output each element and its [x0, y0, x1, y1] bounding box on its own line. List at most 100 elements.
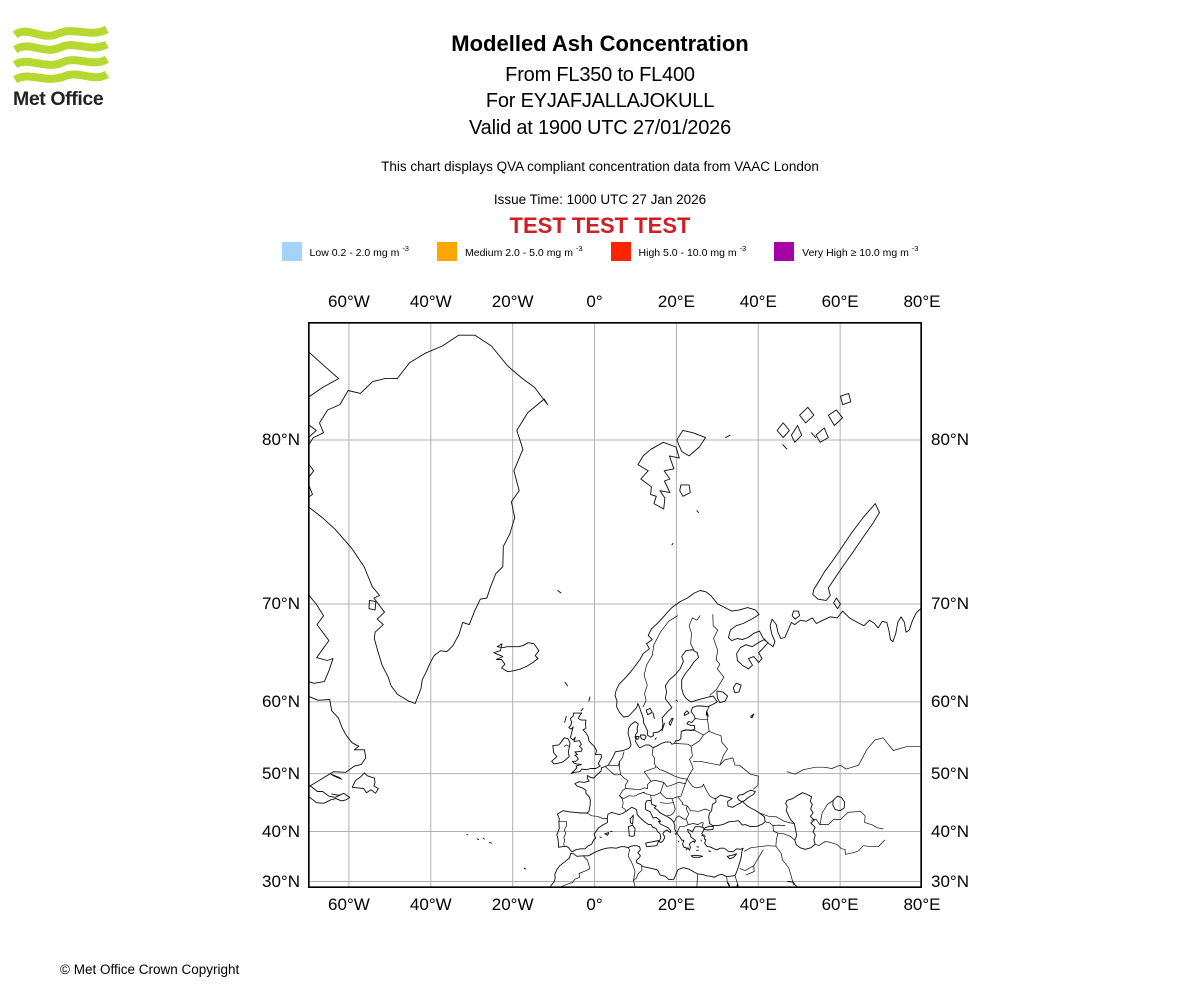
coastline: [557, 590, 562, 594]
lat-tick-label: 50°N: [931, 763, 969, 783]
lon-tick-label: 60°W: [328, 895, 370, 914]
country-border: [777, 832, 796, 841]
country-border: [745, 865, 755, 876]
legend-swatch: [281, 242, 302, 261]
coastline: [696, 510, 699, 513]
lon-tick-label: 60°W: [328, 292, 370, 311]
issue-time: Issue Time: 1000 UTC 27 Jan 2026: [493, 192, 707, 207]
coastline: [548, 590, 922, 888]
coastline: [645, 707, 653, 716]
country-border: [680, 729, 704, 736]
coastline: [331, 793, 341, 796]
coastline: [668, 718, 674, 726]
coastline: [726, 853, 738, 860]
lat-tick-label: 80°N: [262, 430, 300, 449]
lon-tick-label: 80°E: [903, 292, 941, 311]
lon-tick-label: 20°E: [657, 292, 695, 311]
country-border: [708, 730, 728, 766]
coastline: [308, 350, 340, 399]
country-border: [786, 737, 922, 775]
country-border: [642, 615, 678, 708]
lat-tick-label: 60°N: [262, 691, 300, 711]
lat-tick-label: 30°N: [262, 871, 300, 891]
coastline: [654, 737, 657, 740]
coastline: [580, 707, 584, 712]
coastline: [564, 681, 568, 687]
coastline: [330, 773, 343, 780]
lon-tick-label: 0°: [586, 292, 603, 311]
lon-tick-label: 20°W: [491, 895, 534, 914]
coastline: [815, 427, 829, 443]
logo-wave: [13, 40, 109, 54]
lon-tick-label: 20°W: [491, 292, 534, 311]
coastline: [351, 772, 379, 794]
coastline: [736, 639, 769, 670]
country-border: [633, 865, 643, 881]
coastline: [708, 794, 766, 828]
country-border: [696, 873, 699, 888]
coastline: [628, 824, 636, 837]
country-border: [739, 849, 764, 871]
legend-item: High 5.0 - 10.0 mg m -3: [610, 242, 747, 261]
country-border: [688, 617, 694, 651]
country-border: [619, 791, 652, 801]
lat-tick-label: 40°N: [931, 821, 969, 841]
country-border: [558, 855, 591, 888]
coastline: [482, 837, 485, 840]
country-border: [759, 812, 795, 824]
country-border: [604, 766, 622, 776]
lon-tick-label: 40°W: [409, 292, 452, 311]
coastline: [701, 834, 704, 837]
country-border: [864, 822, 884, 830]
legend-item: Medium 2.0 - 5.0 mg m -3: [436, 242, 583, 261]
coastline: [588, 696, 591, 702]
graticule: [308, 322, 922, 888]
lon-tick-label: 60°E: [821, 895, 859, 914]
coastline: [785, 792, 816, 850]
country-border: [690, 718, 710, 747]
country-border: [811, 810, 866, 825]
lon-tick-label: 40°W: [409, 895, 452, 914]
coastline: [564, 715, 567, 723]
legend-label: Medium 2.0 - 5.0 mg m -3: [464, 244, 583, 259]
logo-wordmark: Met Office: [13, 88, 104, 110]
legend-swatch: [610, 242, 631, 261]
legend-label: High 5.0 - 10.0 mg m -3: [638, 244, 747, 259]
legend-superscript: -3: [739, 244, 747, 253]
lon-tick-label: 0°: [586, 895, 603, 914]
country-border: [671, 783, 686, 799]
subtitle-flight-level: From FL350 to FL400: [505, 64, 695, 86]
legend-label: Very High ≥ 10.0 mg m -3: [802, 244, 919, 259]
country-border: [814, 841, 846, 855]
lon-tick-label: 40°E: [739, 292, 777, 311]
met-office-logo: [13, 25, 109, 84]
coastline: [308, 784, 351, 804]
country-border: [619, 751, 629, 789]
lat-tick-label: 30°N: [931, 871, 969, 891]
coastline: [776, 422, 790, 439]
country-border: [619, 788, 626, 812]
coastline: [308, 695, 367, 789]
coastline: [604, 832, 610, 836]
coastline: [716, 690, 729, 704]
subtitle-volcano: For EYJAFJALLAJOKULL: [485, 90, 715, 112]
subtitle-valid-time: Valid at 1900 UTC 27/01/2026: [469, 117, 731, 139]
map: [308, 322, 922, 888]
coastline: [683, 710, 690, 716]
coastline: [708, 850, 711, 853]
coastline: [799, 406, 815, 424]
coastline: [840, 392, 852, 406]
country-border: [775, 845, 794, 886]
country-border: [586, 812, 608, 819]
country-border: [674, 815, 687, 823]
country-border: [685, 805, 705, 830]
country-border: [692, 757, 759, 790]
country-border: [651, 747, 688, 780]
country-border: [703, 783, 717, 799]
coastline: [629, 814, 634, 825]
coastlines: [308, 334, 922, 888]
country-border: [709, 614, 725, 696]
country-border: [625, 766, 657, 791]
coastline: [466, 833, 469, 836]
